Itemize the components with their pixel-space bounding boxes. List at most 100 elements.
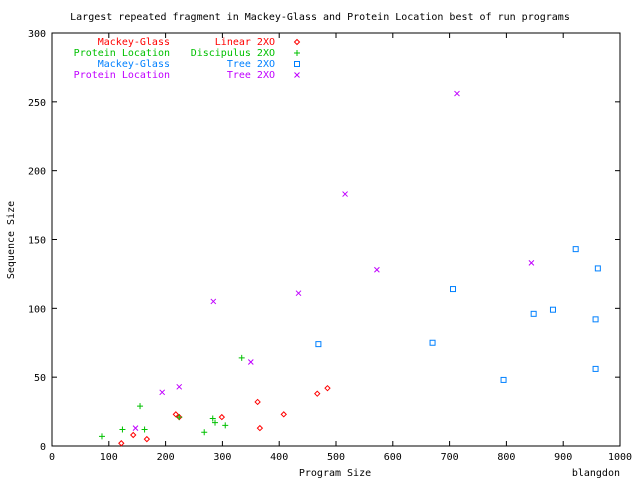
data-point — [314, 390, 321, 397]
legend-entry: Protein Location Discipulus 2XO — [74, 48, 300, 59]
data-point — [141, 426, 148, 433]
legend-marker — [294, 50, 300, 56]
data-point — [592, 316, 599, 323]
plus-marker — [238, 354, 245, 361]
plus-marker — [98, 433, 105, 440]
x-tick-label: 400 — [270, 452, 288, 463]
square-marker — [429, 339, 436, 346]
cross-marker — [176, 383, 183, 390]
data-point — [201, 429, 208, 436]
data-point — [280, 411, 287, 418]
cross-marker — [132, 425, 139, 431]
legend-marker — [294, 72, 300, 78]
square-marker — [530, 310, 537, 317]
cross-marker — [247, 359, 254, 365]
x-tick-label: 300 — [213, 452, 231, 463]
plus-marker — [294, 50, 300, 56]
plot-frame — [51, 32, 621, 447]
data-point — [118, 440, 125, 447]
data-point — [143, 435, 151, 443]
cross-marker — [454, 90, 460, 97]
x-tick-label: 700 — [441, 452, 459, 463]
legend-series-name: Mackey-Glass — [98, 37, 170, 48]
y-tick-label: 300 — [28, 29, 46, 40]
y-tick-label: 200 — [28, 167, 46, 178]
plus-marker — [201, 429, 208, 436]
cross-marker — [159, 389, 166, 396]
x-tick-label: 600 — [384, 452, 402, 463]
y-tick-label: 250 — [28, 98, 46, 109]
x-tick-label: 200 — [157, 452, 175, 463]
data-point — [374, 266, 380, 273]
legend-series-method: Tree 2XO — [227, 70, 275, 81]
series-cross-points — [132, 90, 535, 431]
data-point — [528, 260, 535, 266]
legend-series-method: Discipulus 2XO — [191, 48, 275, 59]
axis-ticks: 0 100 200 300 400 500 600 700 800 900 1000 0 50 100 15… — [28, 29, 632, 463]
diamond-marker — [218, 413, 226, 421]
data-point — [130, 431, 137, 439]
diamond-marker — [172, 411, 180, 418]
legend-series-method: Tree 2XO — [227, 59, 275, 70]
square-marker — [549, 306, 556, 313]
x-tick-label: 800 — [497, 452, 515, 463]
diamond-marker — [280, 411, 287, 418]
data-point — [176, 414, 183, 421]
series-diamond-points — [118, 384, 331, 447]
cross-marker — [210, 298, 217, 305]
diamond-marker — [324, 384, 331, 392]
square-marker — [592, 316, 599, 323]
diamond-marker — [254, 398, 261, 406]
x-tick-label: 1000 — [608, 452, 632, 463]
x-tick-label: 900 — [554, 452, 572, 463]
legend-series-name: Protein Location — [74, 48, 170, 59]
data-point — [132, 425, 139, 431]
data-point — [454, 90, 460, 97]
legend-series-name: Mackey-Glass — [98, 59, 170, 70]
legend-marker — [293, 38, 301, 46]
square-marker — [572, 246, 579, 253]
data-point — [98, 433, 105, 440]
data-point — [594, 265, 601, 272]
series-square-points — [315, 246, 601, 383]
data-point — [137, 403, 144, 410]
credit-label: blangdon — [572, 468, 620, 479]
y-tick-label: 100 — [28, 304, 46, 315]
data-point — [210, 298, 217, 305]
data-point — [549, 306, 556, 313]
data-points — [98, 90, 601, 447]
legend-entry: Mackey-Glass Linear 2XO — [98, 37, 301, 48]
data-point — [172, 411, 180, 418]
square-marker — [594, 265, 601, 272]
data-point — [324, 384, 331, 392]
square-marker — [500, 376, 507, 383]
cross-marker — [374, 266, 380, 273]
y-tick-label: 150 — [28, 236, 46, 247]
data-point — [254, 398, 261, 406]
plus-marker — [222, 422, 229, 429]
data-point — [247, 359, 254, 365]
diamond-marker — [118, 440, 125, 447]
cross-marker — [295, 290, 302, 297]
y-axis-label: Sequence Size — [6, 201, 17, 279]
legend-marker — [294, 61, 300, 67]
series-plus-points — [98, 354, 245, 440]
square-marker — [592, 365, 599, 372]
y-tick-label: 0 — [40, 442, 46, 453]
data-point — [159, 389, 166, 396]
square-marker — [315, 341, 322, 348]
data-point — [119, 426, 126, 433]
legend-series-method: Linear 2XO — [215, 37, 275, 48]
chart-title: Largest repeated fragment in Mackey-Glas… — [70, 12, 570, 23]
x-tick-label: 100 — [100, 452, 118, 463]
plus-marker — [141, 426, 148, 433]
data-point — [238, 354, 245, 361]
data-point — [429, 339, 436, 346]
plus-marker — [119, 426, 126, 433]
legend-entry: Mackey-Glass Tree 2XO — [98, 59, 300, 70]
data-point — [500, 376, 507, 383]
diamond-marker — [256, 424, 264, 432]
x-tick-label: 500 — [327, 452, 345, 463]
data-point — [315, 341, 322, 348]
